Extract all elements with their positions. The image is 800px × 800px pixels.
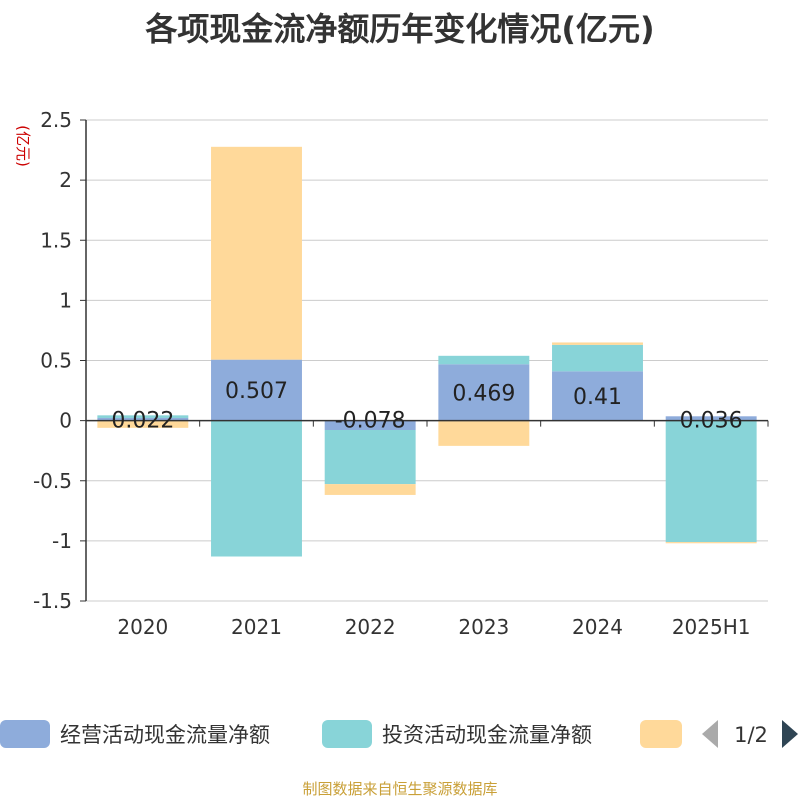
legend-prev-icon[interactable] [702, 720, 718, 748]
y-tick-label: 2 [59, 168, 72, 192]
chart-title: 各项现金流净额历年变化情况(亿元) [145, 10, 655, 48]
x-tick-label: 2022 [345, 615, 396, 639]
y-tick-label: -1.5 [33, 589, 72, 613]
legend-swatch-2 [322, 720, 372, 748]
axes: 2.5 2 1.5 1 0.5 0 -0.5 -1 -1.5 2020 2021 2022 2023 20… [14, 108, 769, 639]
legend-swatch-3 [640, 720, 682, 748]
bar-2-2021 [211, 420, 302, 557]
bar-1-2023 [438, 364, 530, 421]
y-tick-label: 2.5 [40, 108, 72, 132]
bar-3-2024 [552, 342, 643, 345]
bar-1-2025H1 [665, 416, 757, 421]
data-label: 0.41 [573, 385, 622, 410]
bar-2-2022 [324, 430, 416, 485]
bar-3-2025H1 [665, 542, 757, 544]
data-label: -0.078 [335, 409, 406, 434]
data-label: 0.507 [225, 379, 288, 404]
bar-1-2024 [552, 371, 643, 421]
legend-page-indicator: 1/2 [734, 723, 768, 747]
bar-1-2022 [324, 420, 416, 431]
y-tick-label: 0.5 [40, 349, 72, 373]
legend: 经营活动现金流量净额 投资活动现金流量净额 1/2 [0, 720, 798, 748]
bar-2-2024 [552, 344, 643, 372]
legend-label: 投资活动现金流量净额 [382, 723, 592, 747]
bar-3-2021 [211, 146, 302, 360]
y-tick-label: -0.5 [33, 469, 72, 493]
y-tick-label: -1 [52, 529, 72, 553]
x-tick-label: 2025H1 [672, 615, 751, 639]
bar-2-2020 [97, 415, 189, 418]
data-label: 0.022 [111, 409, 174, 434]
source-note: 制图数据来自恒生聚源数据库 [302, 780, 498, 798]
bar-2-2023 [438, 355, 530, 365]
data-labels: 0.022 0.507 -0.078 0.469 0.41 0.036 [111, 379, 742, 433]
x-tick-label: 2021 [231, 615, 282, 639]
x-tick-label: 2023 [458, 615, 509, 639]
bar-3-2022 [324, 484, 416, 495]
y-tick-label: 1 [59, 288, 72, 312]
y-tick-label: 1.5 [40, 228, 72, 252]
data-label: 0.469 [452, 381, 515, 406]
bar-3-2020 [97, 420, 189, 428]
legend-next-icon[interactable] [782, 720, 798, 748]
bar-1-2021 [211, 359, 302, 421]
bar-1-2020 [97, 417, 189, 421]
y-tick-label: 0 [59, 409, 72, 433]
data-label: 0.036 [680, 409, 743, 434]
bar-3-2023 [438, 420, 530, 446]
legend-label: 经营活动现金流量净额 [60, 723, 270, 747]
bars [97, 146, 757, 557]
bar-2-2025H1 [665, 420, 757, 543]
y-axis-label: (亿元) [14, 125, 32, 167]
x-tick-label: 2024 [572, 615, 623, 639]
x-tick-label: 2020 [117, 615, 168, 639]
legend-swatch-1 [0, 720, 50, 748]
